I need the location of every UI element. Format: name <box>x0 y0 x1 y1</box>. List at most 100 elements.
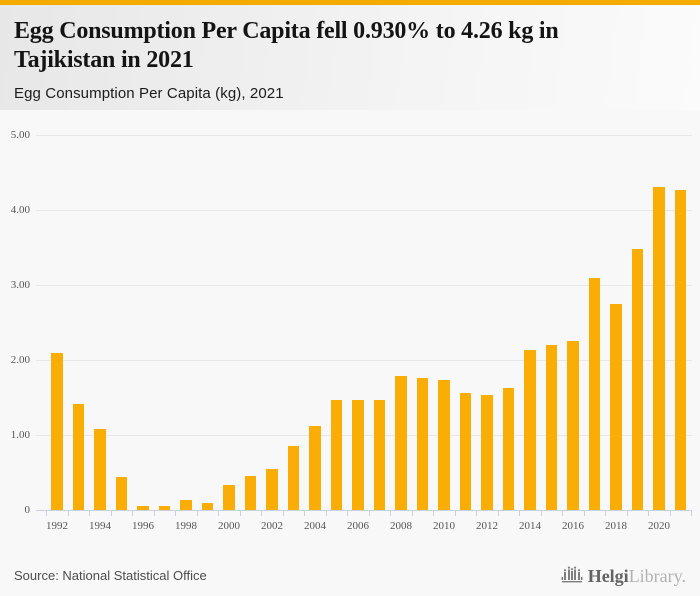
logo-text-primary: Helgi <box>587 565 629 586</box>
bar <box>416 377 429 510</box>
bar <box>180 500 192 510</box>
axis-tick <box>476 511 478 516</box>
bar <box>588 277 601 510</box>
bar <box>330 400 343 510</box>
bar <box>610 304 622 510</box>
axis-tick <box>304 511 306 516</box>
axis-tick <box>110 511 112 516</box>
axis-tick <box>282 511 284 516</box>
bar <box>287 446 300 510</box>
bar-chart: 0 1.00 2.00 3.00 4.00 5.00 1992 1994 1996 1998 200… <box>0 110 700 555</box>
y-axis-label: 4.00 <box>10 203 30 216</box>
bar <box>524 350 536 510</box>
x-axis-label: 2012 <box>476 520 498 532</box>
axis-tick <box>411 511 413 516</box>
bar <box>51 353 63 510</box>
page-title: Egg Consumption Per Capita fell 0.930% t… <box>14 18 559 74</box>
axis-tick <box>454 511 456 516</box>
gridline <box>36 134 692 136</box>
bar <box>115 477 128 510</box>
bar <box>72 404 85 510</box>
axis-tick <box>669 511 671 516</box>
x-axis-line <box>36 510 692 511</box>
axis-tick <box>46 511 48 516</box>
y-axis-label: 3.00 <box>10 278 30 291</box>
logo-text-secondary: Library. <box>628 565 686 586</box>
axis-tick <box>540 511 542 516</box>
x-axis-label: 2014 <box>519 520 541 532</box>
bar <box>201 502 214 510</box>
chart-header: Egg Consumption Per Capita fell 0.930% t… <box>0 5 700 110</box>
x-axis-label: 2002 <box>261 520 283 532</box>
x-axis-label: 2018 <box>605 520 627 532</box>
axis-tick <box>347 511 349 516</box>
bar <box>545 344 558 510</box>
axis-tick <box>583 511 585 516</box>
axis-tick <box>196 511 198 516</box>
bar <box>309 425 321 510</box>
y-axis-label: 2.00 <box>10 353 30 366</box>
axis-tick <box>89 511 91 516</box>
axis-tick <box>605 511 607 516</box>
x-axis-label: 1996 <box>132 520 154 532</box>
helgi-library-logo[interactable]: HelgiLibrary. <box>561 565 686 587</box>
axis-tick <box>325 511 327 516</box>
bar <box>481 395 493 510</box>
x-axis-label: 1992 <box>46 520 68 532</box>
axis-tick <box>368 511 370 516</box>
gridline <box>36 209 692 211</box>
bar <box>459 392 472 510</box>
axis-tick <box>562 511 564 516</box>
bar <box>223 484 235 510</box>
axis-tick <box>67 511 69 516</box>
x-axis-label: 2016 <box>562 520 584 532</box>
bar <box>244 475 257 510</box>
gridline <box>36 284 692 286</box>
x-axis-label: 1998 <box>175 520 197 532</box>
bar-chart-icon <box>561 565 583 587</box>
x-axis-label: 2020 <box>648 520 670 532</box>
bar <box>373 399 386 510</box>
axis-tick <box>218 511 220 516</box>
y-axis-label: 5.00 <box>10 128 30 141</box>
chart-subtitle: Egg Consumption Per Capita (kg), 2021 <box>14 84 284 102</box>
top-accent-bar <box>0 0 700 5</box>
axis-tick <box>390 511 392 516</box>
axis-tick <box>153 511 155 516</box>
axis-tick <box>433 511 435 516</box>
bar <box>631 249 644 510</box>
bar <box>653 187 665 510</box>
axis-tick <box>175 511 177 516</box>
x-axis-label: 2008 <box>390 520 412 532</box>
axis-tick <box>239 511 241 516</box>
y-axis-label: 0 <box>24 504 31 516</box>
axis-tick <box>132 511 134 516</box>
source-note: Source: National Statistical Office <box>14 568 207 583</box>
x-axis-label: 2004 <box>304 520 326 532</box>
x-axis-label: 2000 <box>218 520 240 532</box>
axis-tick <box>261 511 263 516</box>
bar <box>674 190 687 510</box>
bar <box>266 469 278 510</box>
chart-footer: Source: National Statistical Office <box>0 555 700 596</box>
bar <box>137 506 149 510</box>
bar <box>352 399 364 510</box>
axis-tick <box>691 511 693 516</box>
gridline <box>36 434 692 436</box>
axis-tick <box>519 511 521 516</box>
x-axis-label: 2006 <box>347 520 369 532</box>
axis-tick <box>626 511 628 516</box>
x-axis-label: 2010 <box>433 520 455 532</box>
bar <box>502 387 515 510</box>
axis-tick <box>648 511 650 516</box>
bar <box>567 341 579 510</box>
y-axis-label: 1.00 <box>10 428 30 441</box>
axis-tick <box>497 511 499 516</box>
gridline <box>36 359 692 361</box>
bar <box>438 380 450 510</box>
bar <box>395 376 407 510</box>
x-axis-label: 1994 <box>89 520 111 532</box>
bar <box>158 506 171 510</box>
bar <box>94 428 106 510</box>
